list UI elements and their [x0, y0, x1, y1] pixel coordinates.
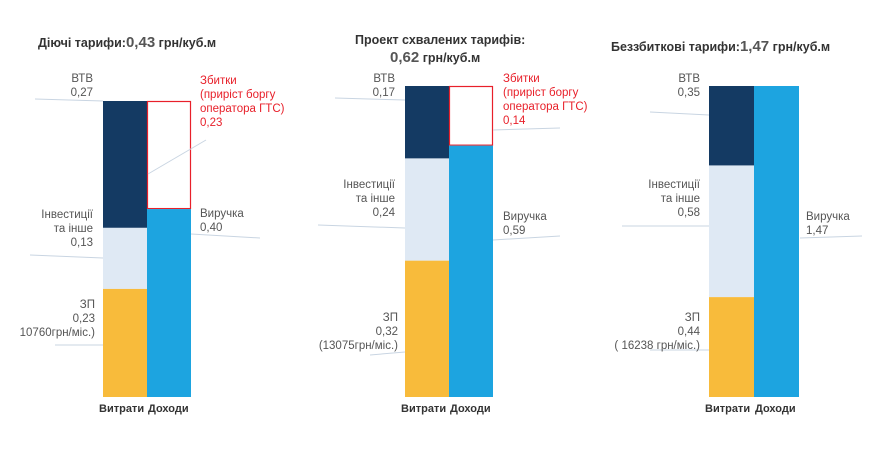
chart-1-income-income-label: Виручка 0,40 [200, 208, 244, 234]
chart-3-cost-vtv-leader [649, 111, 710, 116]
chart-2-title-line2: 0,62 грн/куб.м [390, 49, 480, 66]
chart-1-title-value: 0,43 [125, 34, 156, 51]
chart-2-cost-vtv-bar [405, 86, 449, 159]
chart-1-title: Діючі тарифи:0,43 грн/куб.м [38, 34, 216, 51]
chart-1-category-income: Доходи [148, 403, 189, 415]
chart-3-category-income: Доходи [755, 403, 796, 415]
chart-2-cost-vtv-label: ВТВ 0,17 [372, 73, 395, 99]
chart-3-title-text: Беззбиткові тарифи: [611, 40, 740, 54]
chart-1-cost-invest-leader [29, 254, 104, 259]
chart-1-loss-bar [146, 100, 192, 210]
chart-1-revenue-bar [147, 209, 191, 397]
chart-3-cost-invest-label: Інвестиції та інше 0,58 [648, 179, 700, 219]
chart-2-cost-zp-leader [369, 351, 406, 356]
chart-2-title-value: 0,62 [390, 49, 420, 66]
chart-2-income-1-leader [492, 235, 561, 241]
chart-1-cost-invest-bar [103, 227, 147, 289]
chart-2-cost-zp-label: ЗП 0,32 (13075грн/міс.) [318, 312, 398, 352]
chart-1-cost-zp-label: ЗП 0,23 10760грн/міс.) [19, 299, 95, 339]
chart-3-category-costs: Витрати [705, 403, 751, 415]
chart-3-cost-zp-label: ЗП 0,44( 16238 грн/міс.) [614, 312, 700, 352]
chart-2-cost-zp-bar [405, 260, 449, 397]
chart-1-cost-vtv-leader [34, 98, 104, 102]
chart-2-category-costs: Витрати [401, 403, 447, 415]
chart-2-cost-invest-leader [317, 224, 406, 229]
chart-3-title-unit: грн/куб.м [772, 40, 831, 54]
chart-3-title: Беззбиткові тарифи:1,47 грн/куб.м [611, 38, 830, 55]
chart-1-cost-vtv-label: ВТВ 0,27 [70, 73, 93, 99]
chart-2-income-income-label: Виручка 0,59 [503, 211, 547, 237]
chart-3-revenue-bar [754, 86, 799, 397]
chart-1-income-loss-label: Збитки (приріст боргу оператора ГТС) 0,23 [200, 75, 285, 129]
chart-2-cost-invest-bar [405, 158, 449, 261]
chart-2-revenue-bar [449, 145, 493, 397]
chart-1-category-costs: Витрати [99, 403, 145, 415]
chart-1-title-unit: грн/куб.м [158, 36, 217, 50]
chart-3-income-income-label: Виручка 1,47 [806, 211, 850, 237]
chart-3-income-0-leader [799, 235, 863, 239]
chart-1-income-1-leader [190, 233, 261, 239]
chart-1-title-text: Діючі тарифи: [38, 36, 126, 50]
chart-2-income-0-leader [492, 127, 561, 131]
chart-1-cost-zp-bar [103, 288, 147, 397]
chart-2-category-income: Доходи [450, 403, 491, 415]
chart-3-cost-invest-bar [709, 165, 754, 298]
chart-3-cost-vtv-bar [709, 86, 754, 166]
chart-2-loss-bar [448, 85, 494, 146]
chart-1-cost-invest-label: Інвестиції та інше 0,13 [41, 209, 93, 249]
chart-3-title-value: 1,47 [739, 38, 770, 55]
chart-1-cost-vtv-bar [103, 101, 147, 228]
chart-3-cost-zp-bar [709, 297, 754, 397]
chart-1-income-0-leader [147, 139, 207, 175]
chart-2-income-loss-label: Збитки (приріст боргу оператора ГТС) 0,14 [503, 73, 588, 127]
chart-3-cost-vtv-label: ВТВ 0,35 [677, 73, 700, 99]
chart-2-title-unit: грн/куб.м [422, 51, 481, 65]
chart-2-title-line1: Проект схвалених тарифів: [355, 33, 526, 47]
chart-2-cost-vtv-leader [334, 97, 406, 101]
chart-2-cost-invest-label: Інвестиції та інше 0,24 [343, 179, 395, 219]
